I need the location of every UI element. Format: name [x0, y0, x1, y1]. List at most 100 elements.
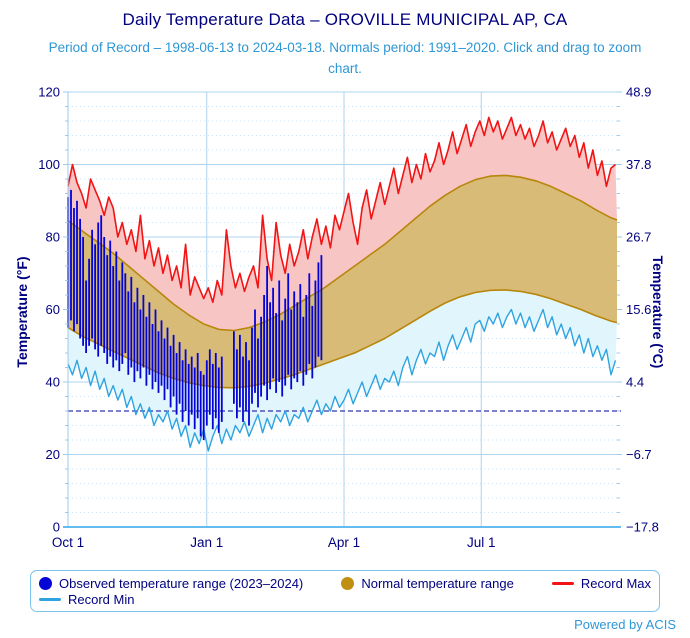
observed-bar [290, 309, 293, 390]
observed-bar [242, 356, 244, 422]
normal-range-area [68, 175, 617, 388]
observed-bar [112, 266, 115, 368]
observed-bar [100, 215, 103, 346]
observed-bar [160, 320, 163, 386]
observed-bar [278, 280, 281, 382]
observed-bar [260, 316, 262, 397]
observed-range-icon [39, 576, 52, 590]
observed-bar [257, 338, 259, 408]
y-axis-label-c: 37.8 [626, 157, 651, 172]
observed-bar [70, 189, 72, 321]
observed-bar [145, 316, 148, 386]
x-axis-label: Jan 1 [190, 535, 223, 550]
observed-bar [124, 273, 127, 354]
observed-bar [211, 363, 214, 430]
observed-bar [302, 316, 305, 386]
y-axis-label-c: 48.9 [626, 85, 651, 100]
record-min-line [67, 308, 617, 452]
y-axis-label-f: 20 [46, 447, 60, 462]
normal-range-icon [341, 576, 355, 590]
x-axis-label: Jul 1 [467, 535, 496, 550]
plot-area[interactable] [68, 92, 617, 527]
observed-bar [166, 327, 169, 390]
observed-bar [245, 342, 247, 411]
observed-bar [296, 302, 299, 383]
record-max-area [68, 117, 617, 331]
chart-title: Daily Temperature Data – OROVILLE MUNICI… [122, 10, 568, 29]
observed-bar [130, 276, 133, 368]
y-axis-label-c: 4.4 [626, 375, 644, 390]
observed-bar [266, 266, 268, 401]
legend: Observed temperature range (2023–2024) N… [30, 570, 660, 612]
observed-bar [133, 302, 136, 383]
x-axis-label: Apr 1 [328, 535, 360, 550]
observed-bar [88, 258, 90, 346]
observed-bar [157, 331, 160, 393]
observed-bar [208, 349, 211, 415]
observed-bar [254, 309, 256, 393]
observed-bar [139, 309, 142, 379]
chart-subtitle: Period of Record – 1998-06-13 to 2024-03… [48, 40, 642, 76]
powered-by-acis-link[interactable]: Powered by ACIS [574, 617, 676, 632]
observed-bar [127, 291, 130, 375]
observed-bar [217, 367, 220, 433]
observed-bar [85, 280, 87, 353]
y-axis-label-f: 80 [46, 230, 60, 245]
legend-label-observed: Observed temperature range (2023–2024) [59, 575, 304, 591]
observed-bar [148, 302, 151, 375]
observed-bar [287, 273, 290, 375]
observed-bar [115, 251, 118, 361]
observed-bar [214, 353, 217, 419]
y-axis-label-f: 60 [46, 302, 60, 317]
legend-label-record-max: Record Max [580, 575, 651, 591]
observed-bar [317, 262, 320, 357]
legend-item-observed[interactable]: Observed temperature range (2023–2024) [39, 576, 303, 591]
observed-bar [251, 327, 253, 404]
legend-item-record-min[interactable]: Record Min [39, 592, 134, 607]
observed-bar [293, 291, 296, 379]
y-axis-label-f: 40 [46, 375, 60, 390]
observed-bar [82, 237, 84, 346]
observed-bar [314, 280, 317, 368]
observed-bar [172, 334, 175, 397]
legend-item-record-max[interactable]: Record Max [551, 575, 651, 591]
observed-bar [196, 353, 199, 419]
observed-bar [118, 280, 121, 372]
observed-bar [103, 237, 106, 353]
observed-bar [142, 295, 145, 368]
y-axis-label-c: −17.8 [626, 520, 659, 535]
observed-bar [169, 345, 172, 408]
observed-bar [308, 273, 311, 364]
observed-bar [94, 244, 96, 350]
observed-bar [106, 255, 109, 364]
observed-bar [151, 324, 154, 390]
observed-bar [239, 334, 241, 408]
record-max-line [67, 116, 616, 304]
legend-item-normal[interactable]: Normal temperature range [341, 576, 514, 591]
y-axis-label-c: −6.7 [626, 447, 652, 462]
y-axis-label-f: 100 [38, 157, 60, 172]
observed-bar [121, 262, 124, 364]
legend-label-record-min: Record Min [68, 591, 135, 607]
observed-bar [236, 349, 238, 419]
observed-bar [320, 255, 323, 361]
observed-bar [199, 371, 202, 437]
legend-row-2: Record Min [39, 592, 651, 607]
x-axis-label: Oct 1 [52, 535, 84, 550]
observed-bar [305, 295, 308, 375]
record-min-line-icon [39, 597, 61, 601]
observed-bar [269, 302, 271, 390]
observed-bar [178, 342, 181, 404]
observed-bar [136, 287, 139, 372]
observed-bar [154, 309, 157, 382]
observed-bar [163, 338, 166, 401]
observed-bar [220, 356, 223, 422]
record-max-line-icon [551, 581, 574, 585]
observed-bar [311, 305, 314, 379]
observed-bar [187, 363, 190, 426]
observed-bar [275, 313, 277, 393]
observed-bar [205, 360, 208, 426]
legend-row-1: Observed temperature range (2023–2024) N… [39, 576, 651, 591]
